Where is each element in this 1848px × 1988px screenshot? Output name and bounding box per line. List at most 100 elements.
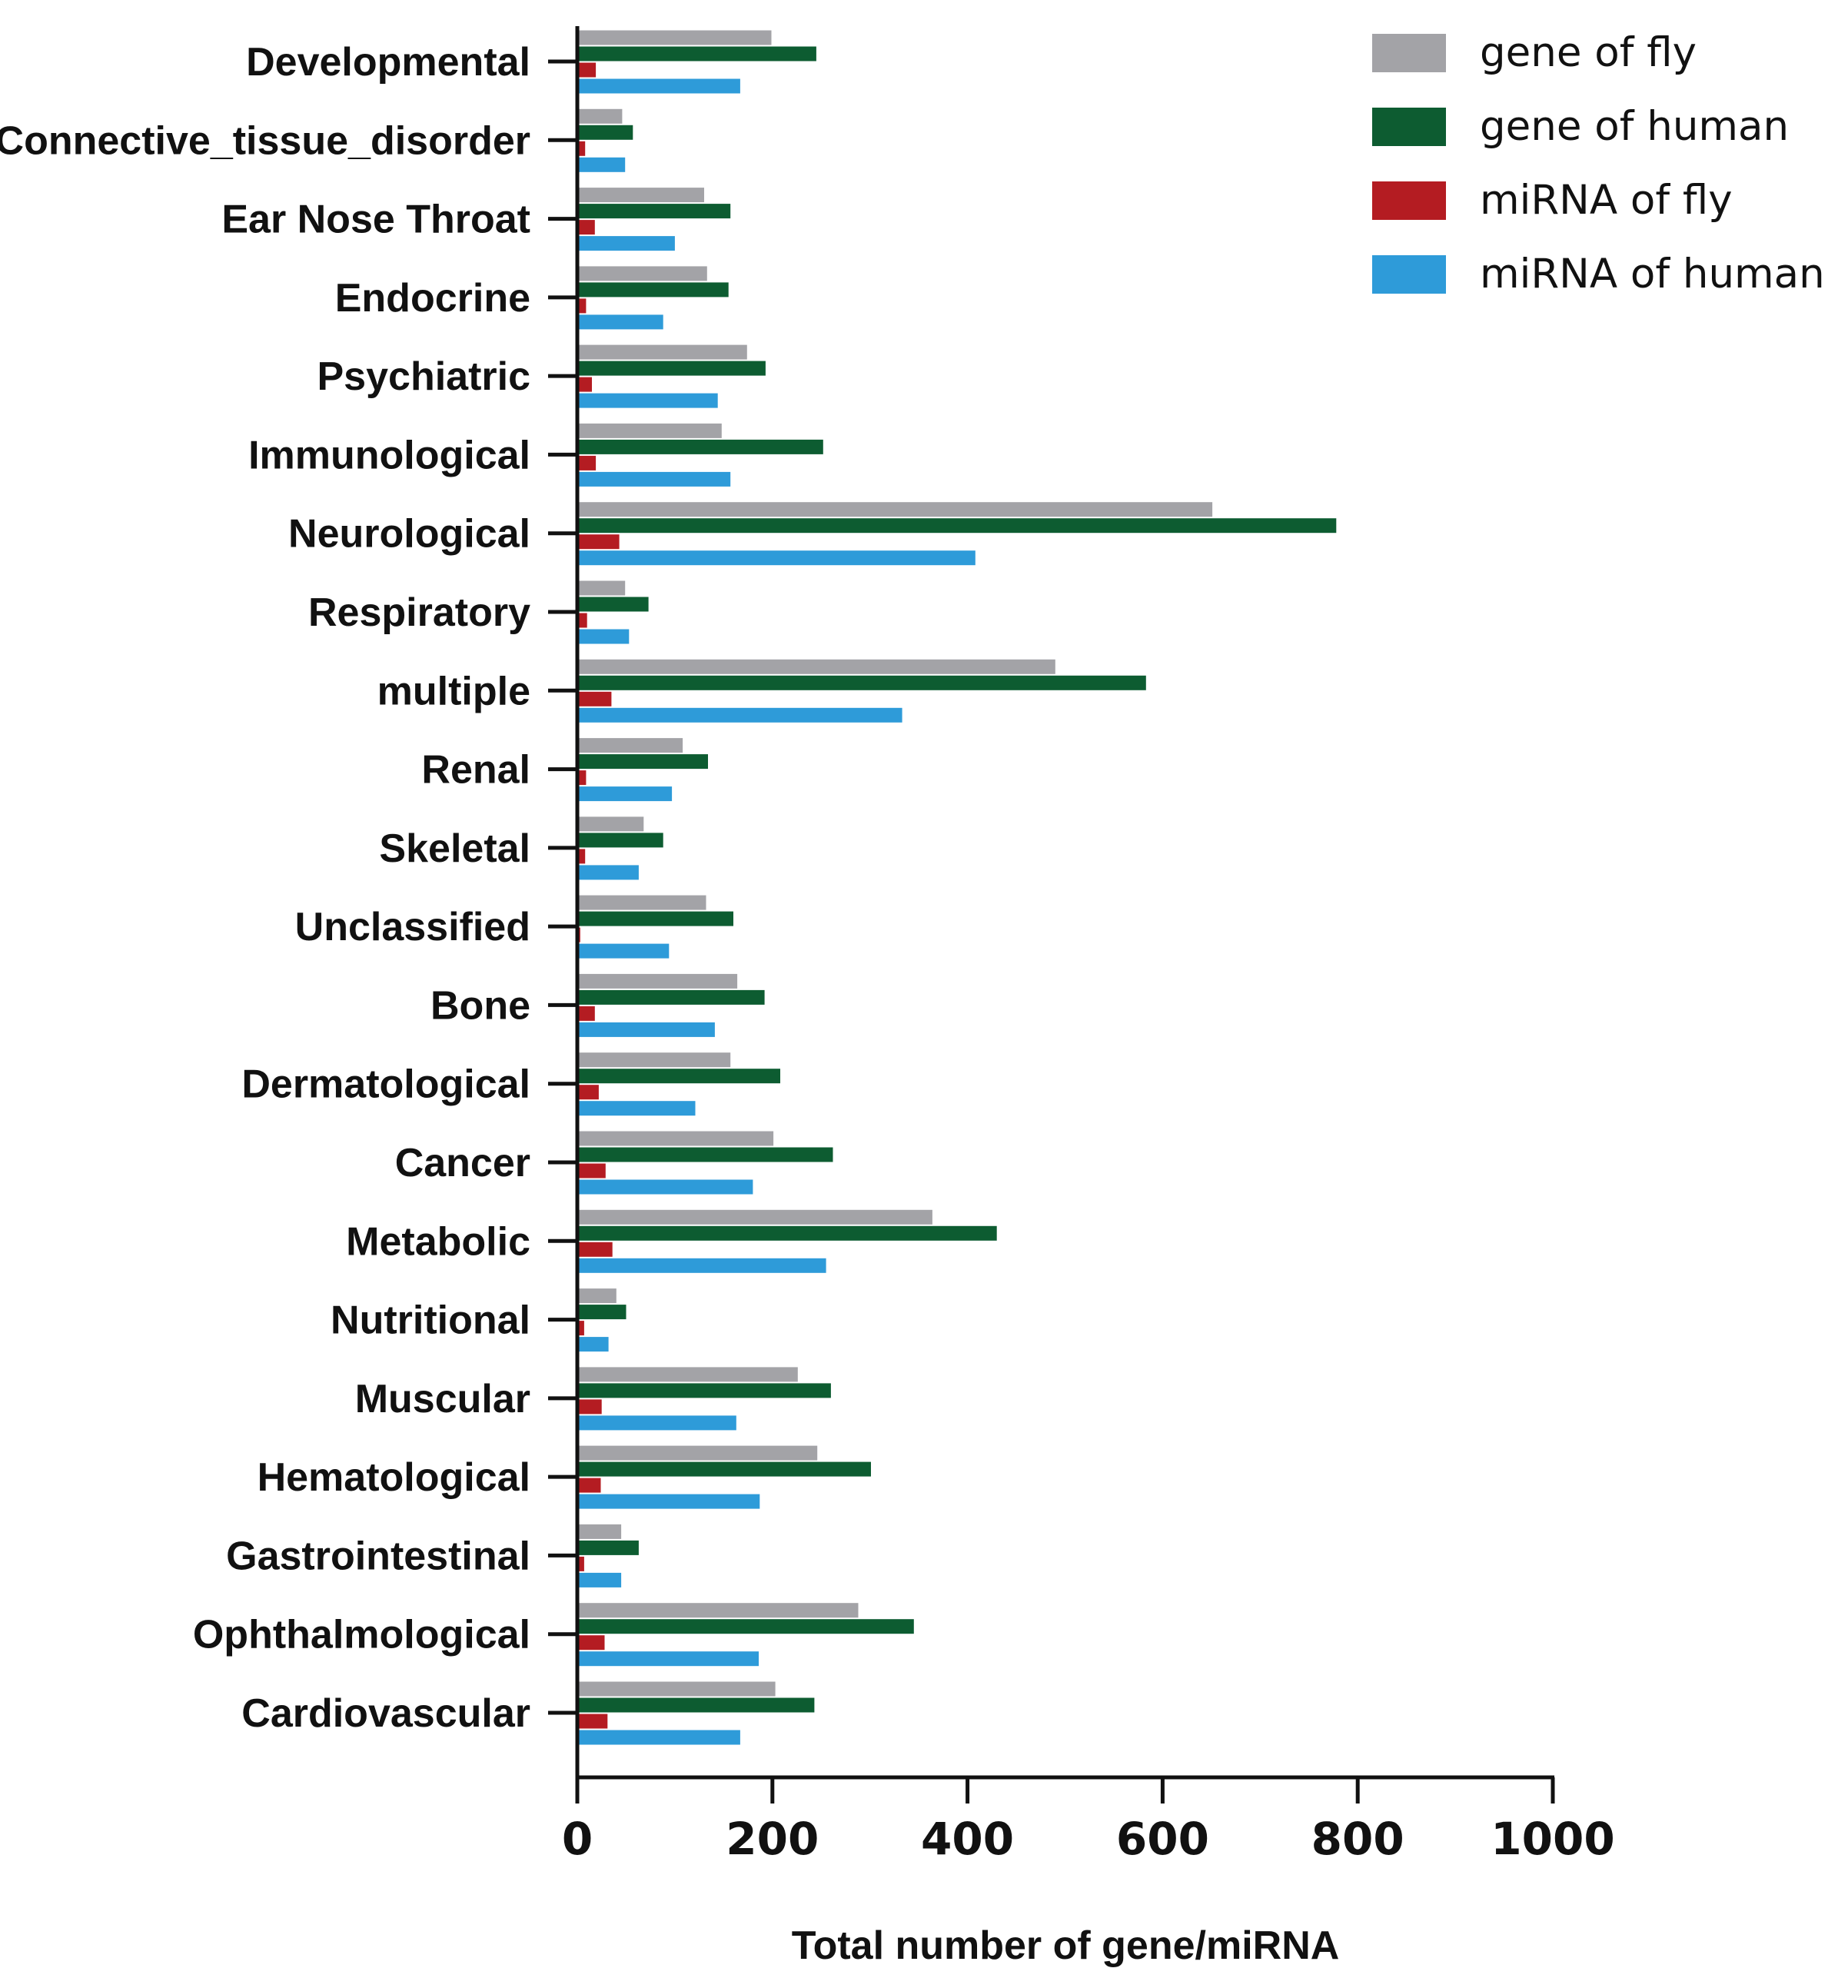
bar-neurological-mirna-of-human bbox=[577, 550, 976, 566]
bar-respiratory-gene-of-human bbox=[577, 597, 649, 612]
bar-connective-tissue-disorder-mirna-of-fly bbox=[577, 141, 586, 156]
legend-label-gene-of-fly: gene of fly bbox=[1480, 29, 1697, 76]
bar-nutritional-mirna-of-human bbox=[577, 1337, 609, 1352]
bar-psychiatric-mirna-of-human bbox=[577, 393, 718, 408]
bar-immunological-gene-of-fly bbox=[577, 423, 722, 438]
category-label-multiple: multiple bbox=[377, 669, 530, 713]
bar-respiratory-mirna-of-fly bbox=[577, 613, 587, 628]
category-label-unclassified: Unclassified bbox=[295, 905, 530, 949]
bar-hematological-gene-of-human bbox=[577, 1461, 871, 1477]
bar-developmental-mirna-of-human bbox=[577, 78, 740, 94]
bar-immunological-mirna-of-fly bbox=[577, 455, 597, 470]
x-tick-label-400: 400 bbox=[921, 1813, 1014, 1865]
bar-dermatological-mirna-of-fly bbox=[577, 1085, 599, 1100]
bar-muscular-gene-of-fly bbox=[577, 1367, 798, 1382]
bar-cancer-mirna-of-fly bbox=[577, 1163, 606, 1179]
bar-metabolic-gene-of-human bbox=[577, 1225, 997, 1241]
bar-nutritional-gene-of-human bbox=[577, 1305, 627, 1320]
bar-unclassified-gene-of-fly bbox=[577, 895, 706, 910]
category-labels: Developmental Connective_tissue_disorder E… bbox=[0, 40, 530, 1736]
bar-gastrointestinal-gene-of-fly bbox=[577, 1524, 622, 1539]
bar-connective-tissue-disorder-mirna-of-human bbox=[577, 157, 626, 172]
bar-cancer-mirna-of-human bbox=[577, 1179, 753, 1195]
bar-renal-mirna-of-human bbox=[577, 786, 673, 802]
legend-swatch-mirna-of-human bbox=[1372, 255, 1446, 294]
bar-hematological-mirna-of-fly bbox=[577, 1478, 601, 1493]
category-label-renal: Renal bbox=[421, 748, 530, 793]
x-tick-label-600: 600 bbox=[1116, 1813, 1209, 1865]
legend-swatch-gene-of-fly bbox=[1372, 34, 1446, 72]
x-tick-label-800: 800 bbox=[1311, 1813, 1404, 1865]
axes-group bbox=[548, 26, 1555, 1803]
bar-dermatological-gene-of-human bbox=[577, 1069, 780, 1084]
category-label-skeletal: Skeletal bbox=[379, 826, 530, 871]
bar-multiple-mirna-of-human bbox=[577, 707, 902, 723]
bar-endocrine-gene-of-human bbox=[577, 282, 729, 298]
category-label-psychiatric: Psychiatric bbox=[317, 354, 531, 399]
category-label-gastrointestinal: Gastrointestinal bbox=[226, 1534, 530, 1578]
category-label-bone: Bone bbox=[430, 983, 530, 1028]
bar-respiratory-gene-of-fly bbox=[577, 580, 626, 596]
bar-dermatological-mirna-of-human bbox=[577, 1101, 696, 1116]
bar-ear-nose-throat-mirna-of-human bbox=[577, 236, 675, 251]
bar-metabolic-mirna-of-human bbox=[577, 1258, 826, 1273]
legend-swatch-mirna-of-fly bbox=[1372, 181, 1446, 220]
category-label-developmental: Developmental bbox=[246, 40, 530, 85]
bar-muscular-mirna-of-human bbox=[577, 1415, 736, 1431]
bar-ear-nose-throat-gene-of-fly bbox=[577, 188, 704, 203]
bars-group bbox=[577, 30, 1337, 1745]
x-axis-title: Total number of gene/miRNA bbox=[792, 1923, 1340, 1968]
bar-muscular-mirna-of-fly bbox=[577, 1399, 602, 1415]
bar-renal-mirna-of-fly bbox=[577, 770, 587, 786]
bar-renal-gene-of-human bbox=[577, 754, 708, 770]
x-tick-label-200: 200 bbox=[726, 1813, 819, 1865]
bar-developmental-mirna-of-fly bbox=[577, 62, 597, 78]
bar-multiple-gene-of-fly bbox=[577, 659, 1055, 674]
category-label-neurological: Neurological bbox=[288, 512, 530, 557]
category-label-ophthalmological: Ophthalmological bbox=[193, 1613, 530, 1657]
category-label-nutritional: Nutritional bbox=[331, 1298, 530, 1343]
bar-skeletal-mirna-of-fly bbox=[577, 849, 586, 864]
category-label-muscular: Muscular bbox=[355, 1377, 530, 1421]
bar-multiple-gene-of-human bbox=[577, 675, 1146, 690]
bar-multiple-mirna-of-fly bbox=[577, 691, 612, 706]
bar-unclassified-mirna-of-human bbox=[577, 943, 670, 959]
bar-psychiatric-gene-of-human bbox=[577, 361, 766, 376]
x-tick-labels: 0 200 400 600 800 1000 bbox=[562, 1813, 1615, 1865]
bar-cardiovascular-mirna-of-human bbox=[577, 1730, 740, 1745]
bar-nutritional-mirna-of-fly bbox=[577, 1321, 584, 1336]
bar-ear-nose-throat-mirna-of-fly bbox=[577, 220, 595, 235]
bar-hematological-mirna-of-human bbox=[577, 1494, 760, 1509]
category-label-dermatological: Dermatological bbox=[241, 1062, 530, 1107]
category-label-metabolic: Metabolic bbox=[346, 1219, 530, 1264]
bar-bone-mirna-of-fly bbox=[577, 1006, 595, 1021]
legend-label-mirna-of-fly: miRNA of fly bbox=[1480, 177, 1733, 224]
bar-ophthalmological-mirna-of-fly bbox=[577, 1635, 605, 1651]
bar-gastrointestinal-mirna-of-human bbox=[577, 1572, 622, 1587]
x-tick-label-1000: 1000 bbox=[1491, 1813, 1614, 1865]
bar-gastrointestinal-gene-of-human bbox=[577, 1540, 639, 1555]
x-tick-label-0: 0 bbox=[562, 1813, 593, 1865]
category-label-connective-tissue-disorder: Connective_tissue_disorder bbox=[0, 118, 530, 163]
category-label-immunological: Immunological bbox=[248, 433, 530, 477]
bar-connective-tissue-disorder-gene-of-fly bbox=[577, 108, 623, 124]
bar-unclassified-gene-of-human bbox=[577, 911, 733, 926]
category-label-cancer: Cancer bbox=[395, 1141, 530, 1185]
bar-metabolic-gene-of-fly bbox=[577, 1209, 932, 1225]
bar-immunological-gene-of-human bbox=[577, 439, 823, 454]
bar-neurological-mirna-of-fly bbox=[577, 534, 620, 550]
bar-neurological-gene-of-human bbox=[577, 518, 1337, 534]
bar-ophthalmological-mirna-of-human bbox=[577, 1651, 759, 1667]
category-label-hematological: Hematological bbox=[258, 1455, 530, 1500]
bar-gastrointestinal-mirna-of-fly bbox=[577, 1556, 584, 1571]
legend: gene of fly gene of human miRNA of fly miRN… bbox=[1372, 29, 1825, 298]
bar-hematological-gene-of-fly bbox=[577, 1445, 818, 1461]
bar-neurological-gene-of-fly bbox=[577, 502, 1213, 517]
bar-skeletal-gene-of-human bbox=[577, 833, 663, 848]
bar-endocrine-gene-of-fly bbox=[577, 266, 707, 281]
bar-ophthalmological-gene-of-fly bbox=[577, 1603, 859, 1618]
category-label-respiratory: Respiratory bbox=[308, 590, 530, 635]
legend-swatch-gene-of-human bbox=[1372, 108, 1446, 146]
category-label-cardiovascular: Cardiovascular bbox=[241, 1691, 530, 1736]
